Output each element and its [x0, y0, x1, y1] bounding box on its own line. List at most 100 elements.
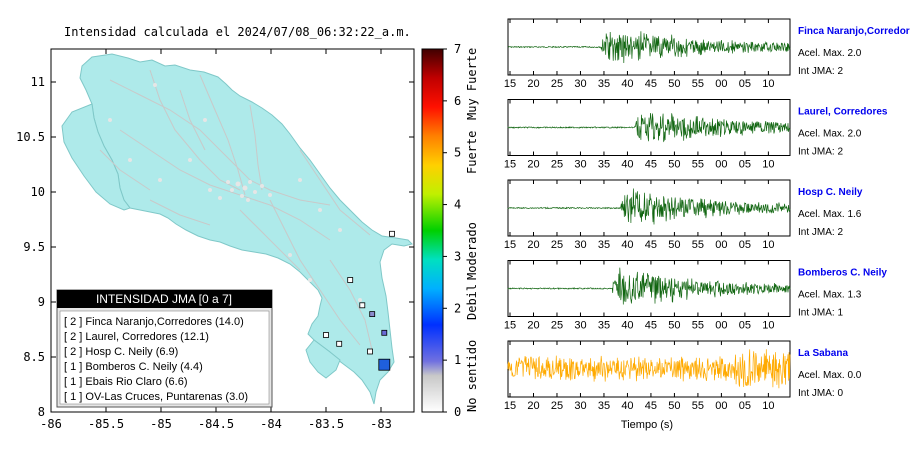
station-accel: Acel. Max. 2.0 — [798, 48, 862, 59]
station-name: Finca Naranjo,Corredor — [798, 26, 910, 37]
time-tick-label: 50 — [668, 159, 680, 171]
time-tick-label: 40 — [621, 400, 633, 412]
station-marker — [347, 277, 354, 283]
lat-tick-label: 11 — [31, 75, 45, 89]
time-tick-label: 50 — [668, 78, 680, 90]
lat-tick-label: 8 — [38, 405, 45, 419]
time-tick-label: 20 — [527, 400, 539, 412]
colorbar-label-fuerte: Fuerte — [465, 131, 479, 174]
time-tick-label: 35 — [598, 239, 610, 251]
time-tick-label: 55 — [692, 239, 704, 251]
lat-tick-label: 9 — [38, 295, 45, 309]
lat-tick-label: 10 — [31, 185, 45, 199]
time-tick-label: 10 — [762, 320, 774, 332]
time-tick-label: 15 — [504, 78, 516, 90]
colorbar-label-no-sentido: No sentido — [465, 340, 479, 412]
waveform-panel: 15 20 25 30 35 40 45 50 55 00 05 10 La Sabana Acel. M… — [504, 340, 862, 412]
time-tick-label: 40 — [621, 320, 633, 332]
time-tick-label: 20 — [527, 159, 539, 171]
time-tick-label: 35 — [598, 320, 610, 332]
station-jma: Int JMA: 1 — [798, 308, 843, 319]
station-name: Bomberos C. Neily — [798, 268, 887, 279]
colorbar-tick-label: 5 — [454, 146, 461, 160]
legend-item: [ 1 ] OV-Las Cruces, Puntarenas (3.0) — [64, 391, 248, 403]
legend-item: [ 1 ] Ebais Rio Claro (6.6) — [64, 376, 188, 388]
colorbar-tick-label: 0 — [454, 405, 461, 419]
waveform-panel: 15 20 25 30 35 40 45 50 55 00 05 10 Finca Naranjo,Co… — [504, 18, 910, 90]
time-tick-label: 55 — [692, 159, 704, 171]
waveform-panel: 15 20 25 30 35 40 45 50 55 00 05 10 Bomberos C. Neil… — [504, 260, 887, 332]
lon-tick-label: -83 — [370, 417, 392, 431]
time-tick-label: 30 — [574, 239, 586, 251]
station-marker — [389, 230, 395, 237]
intensity-legend: INTENSIDAD JMA [0 a 7] [ 2 ] Finca Naran… — [56, 289, 273, 408]
waveform-trace — [507, 112, 791, 143]
time-tick-label: 45 — [645, 159, 657, 171]
time-tick-label: 55 — [692, 400, 704, 412]
nicoya-peninsula — [61, 103, 131, 211]
time-tick-label: 30 — [574, 320, 586, 332]
time-tick-label: 00 — [715, 78, 727, 90]
lat-tick-label: 8.5 — [23, 350, 45, 364]
time-tick-label: 15 — [504, 159, 516, 171]
station-marker — [367, 348, 373, 355]
costa-rica-landmass — [79, 53, 413, 405]
station-marker — [381, 329, 388, 336]
waveform-trace — [507, 188, 791, 225]
time-tick-label: 10 — [762, 78, 774, 90]
time-axis-label: Tiempo (s) — [621, 419, 673, 431]
city-markers — [108, 83, 362, 302]
colorbar-tick-label: 3 — [454, 249, 461, 263]
colorbar-label-moderado: Moderado — [465, 222, 479, 280]
waveform-panel: 15 20 25 30 35 40 45 50 55 00 05 10 Laurel, Corredor… — [504, 99, 888, 171]
time-tick-label: 45 — [645, 239, 657, 251]
colorbar-tick-label: 2 — [454, 301, 461, 315]
time-tick-label: 20 — [527, 78, 539, 90]
waveform-panels: 15 20 25 30 35 40 45 50 55 00 05 10 Finca Naranjo,Co… — [504, 18, 910, 412]
time-tick-label: 25 — [551, 78, 563, 90]
time-tick-label: 50 — [668, 320, 680, 332]
intensity-colorbar: 0 1 2 3 4 5 6 7 No sentido Debil Moderado Fuert… — [421, 42, 479, 419]
station-jma: Int JMA: 0 — [798, 388, 843, 399]
time-tick-label: 35 — [598, 159, 610, 171]
time-tick-label: 05 — [739, 239, 751, 251]
time-tick-label: 45 — [645, 78, 657, 90]
time-tick-label: 40 — [621, 78, 633, 90]
colorbar-label-debil: Debil — [465, 284, 479, 320]
lon-tick-label: -84 — [260, 417, 282, 431]
station-name: Laurel, Corredores — [798, 107, 888, 118]
station-name: La Sabana — [798, 348, 848, 359]
colorbar-label-muy-fuerte: Muy Fuerte — [465, 48, 479, 120]
time-tick-label: 45 — [645, 320, 657, 332]
colorbar-tick-label: 6 — [454, 94, 461, 108]
time-tick-label: 25 — [551, 239, 563, 251]
time-tick-label: 00 — [715, 320, 727, 332]
time-tick-label: 15 — [504, 239, 516, 251]
station-accel: Acel. Max. 1.3 — [798, 290, 862, 301]
legend-title: INTENSIDAD JMA [0 a 7] — [96, 292, 232, 306]
time-tick-label: 50 — [668, 400, 680, 412]
waveform-trace — [507, 349, 791, 389]
time-tick-label: 55 — [692, 320, 704, 332]
station-marker — [369, 311, 376, 318]
time-tick-label: 25 — [551, 159, 563, 171]
map-axes: -86 -85.5 -85 -84.5 -84 -83.5 -83 11 10.5 10 9.5 9 8… — [16, 49, 414, 431]
time-tick-label: 05 — [739, 320, 751, 332]
time-tick-label: 05 — [739, 159, 751, 171]
time-tick-label: 30 — [574, 78, 586, 90]
colorbar-tick-label: 7 — [454, 42, 461, 56]
time-tick-label: 45 — [645, 400, 657, 412]
lon-tick-label: -84.5 — [198, 417, 234, 431]
time-tick-label: 05 — [739, 78, 751, 90]
legend-item: [ 2 ] Laurel, Corredores (12.1) — [64, 331, 209, 343]
time-tick-label: 10 — [762, 239, 774, 251]
waveform-panel: 15 20 25 30 35 40 45 50 55 00 05 10 Hosp C. Neily Ace… — [504, 179, 863, 251]
colorbar-tick-label: 4 — [454, 198, 461, 212]
station-accel: Acel. Max. 2.0 — [798, 129, 862, 140]
time-tick-label: 30 — [574, 159, 586, 171]
time-tick-label: 10 — [762, 400, 774, 412]
lon-tick-label: -83.5 — [308, 417, 344, 431]
road-lines — [99, 69, 373, 351]
osa-peninsula — [305, 339, 341, 379]
time-tick-label: 20 — [527, 239, 539, 251]
